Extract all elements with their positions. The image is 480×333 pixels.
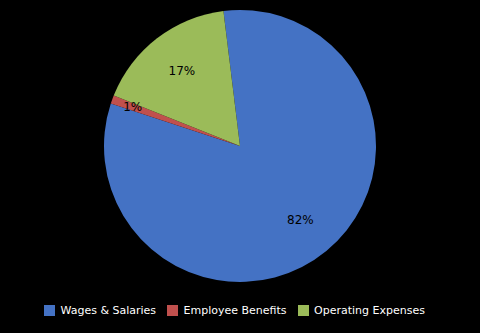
html-text:Wages & Salaries: Wages & Salaries	[60, 304, 157, 317]
html-text:Operating Expenses: Operating Expenses	[314, 304, 425, 317]
svg-text:17%: 17%	[169, 64, 196, 78]
svg-text:82%: 82%	[287, 213, 314, 227]
svg-text:1%: 1%	[123, 100, 142, 114]
html-text:Employee Benefits: Employee Benefits	[183, 304, 287, 317]
